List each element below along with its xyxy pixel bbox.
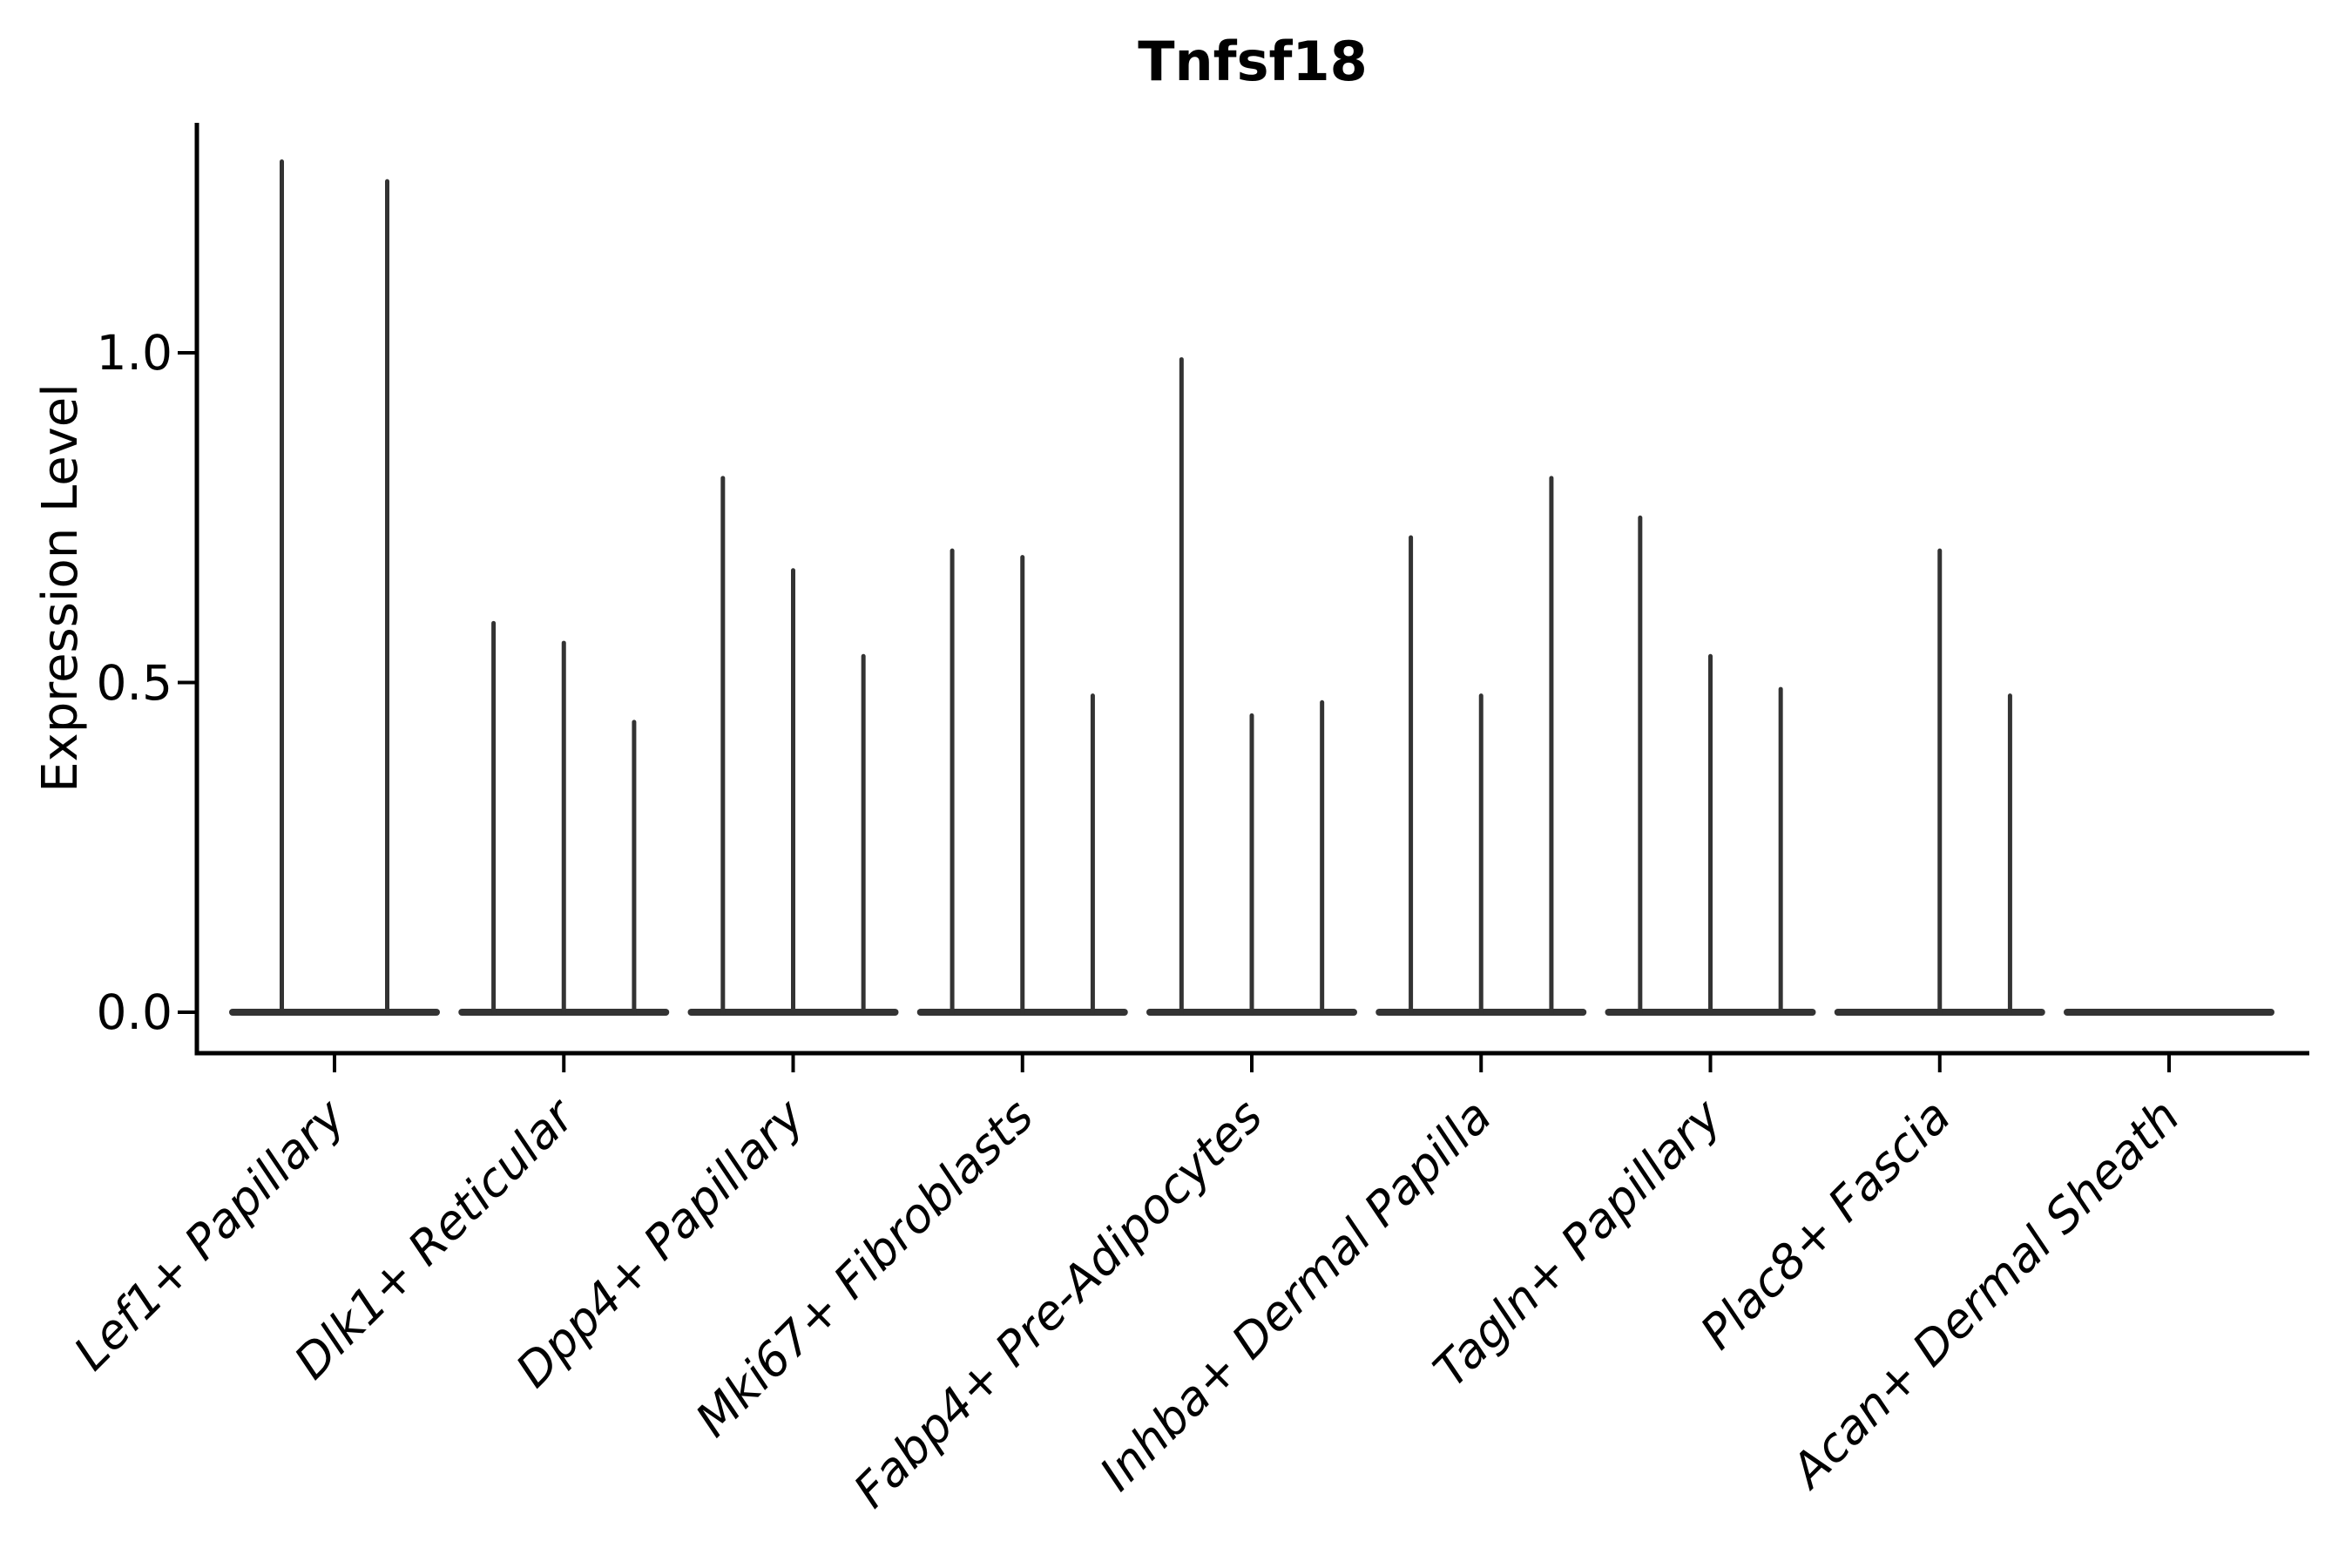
violin-base [2064,1009,2274,1016]
x-tick-label-inhba-dermal-papilla: Inhba+ Dermal Papilla [1089,1089,1502,1502]
x-tick-label-acan-dermal-sheath: Acan+ Dermal Sheath [1779,1089,2190,1500]
x-tick-label-fabp4-pre-adipocytes: Fabp4+ Pre-Adipocytes [843,1089,1273,1518]
y-tick-label-1.0: 1.0 [97,325,172,381]
y-axis-label: Expression Level [32,383,89,793]
y-tick-label-0.5: 0.5 [97,655,172,711]
y-tick-label-0.0: 0.0 [97,984,172,1040]
chart-title: Tnfsf18 [1138,30,1368,93]
axes-layer [178,123,2309,1072]
violins-layer [229,159,2274,1016]
violin-base [229,1009,440,1016]
